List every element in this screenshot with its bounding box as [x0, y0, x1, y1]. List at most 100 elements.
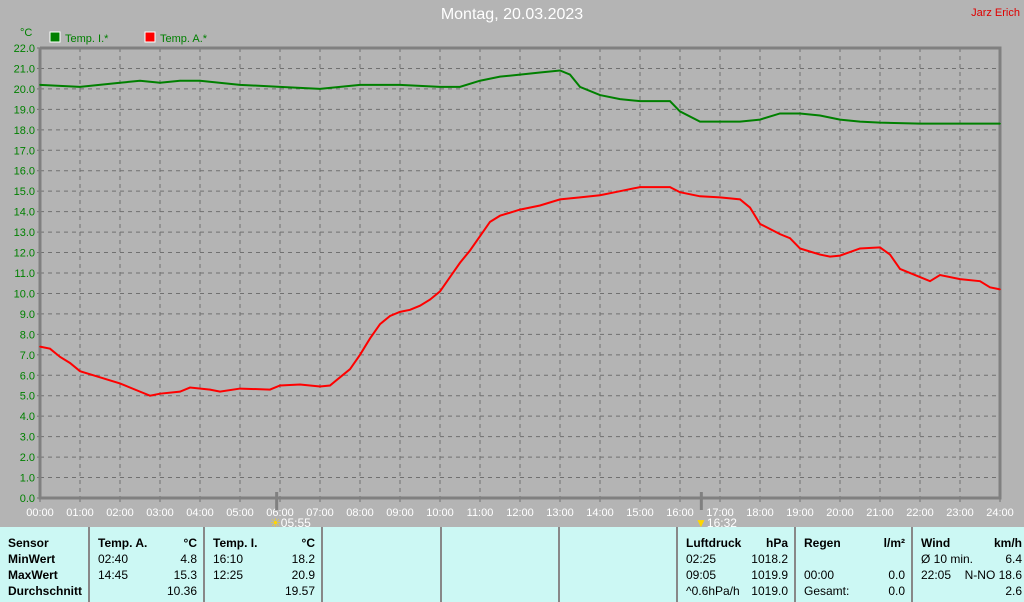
wind-header: Wind — [921, 536, 951, 550]
sunset-time: 16:32 — [706, 516, 737, 530]
data-point — [829, 255, 831, 258]
data-point — [39, 84, 41, 86]
data-point — [409, 309, 411, 311]
y-tick-label: 8.0 — [20, 329, 35, 341]
data-point — [979, 280, 981, 282]
data-point — [219, 390, 221, 393]
pressure-min-time: 02:25 — [686, 552, 717, 566]
data-point — [39, 345, 41, 348]
data-point — [79, 86, 81, 88]
sunset-marker: ▼16:32 — [695, 516, 737, 530]
rain-unit: l/m² — [883, 536, 905, 550]
y-tick-label: 19.0 — [14, 104, 35, 116]
data-point — [839, 254, 841, 257]
data-point — [879, 121, 881, 124]
data-point — [159, 81, 161, 84]
data-point — [919, 276, 921, 278]
y-tick-label: 16.0 — [14, 166, 35, 178]
data-point — [599, 194, 601, 197]
data-point — [759, 118, 761, 121]
temp-a-max: 15.3 — [173, 568, 197, 582]
rain-header: Regen — [804, 536, 841, 550]
data-point — [459, 86, 461, 88]
rain-total-label: Gesamt: — [804, 584, 850, 598]
data-point — [399, 84, 401, 86]
data-point — [889, 253, 891, 256]
pressure-max-time: 09:05 — [686, 568, 717, 582]
data-point — [439, 290, 441, 293]
data-point — [579, 196, 581, 199]
data-point — [119, 382, 121, 385]
wind-unit: km/h — [993, 536, 1022, 550]
data-point — [519, 73, 521, 76]
data-point — [779, 112, 781, 115]
temp-a-unit: °C — [183, 536, 197, 550]
temp-a-header: Temp. A. — [98, 536, 148, 550]
x-tick-label: 21:00 — [866, 507, 894, 519]
data-point — [429, 298, 431, 301]
data-point — [119, 81, 121, 84]
author-label: Jarz Erich — [971, 7, 1020, 19]
y-tick-label: 13.0 — [14, 227, 35, 239]
sensor-column: Sensor MinWert MaxWert Durchschnitt — [0, 527, 90, 602]
data-point — [239, 84, 241, 86]
temp-a-min-time: 02:40 — [98, 552, 129, 566]
data-point — [239, 387, 241, 390]
row-label-max: MaxWert — [8, 568, 58, 582]
pressure-avg: 1019.0 — [751, 584, 788, 598]
data-point — [739, 120, 741, 123]
y-tick-label: 3.0 — [20, 432, 35, 444]
data-point — [359, 84, 361, 86]
data-point — [439, 86, 441, 88]
data-point — [999, 122, 1001, 125]
wind-avg-label: Ø 10 min. — [921, 552, 974, 566]
series-line-temp-i — [39, 69, 1000, 125]
y-tick-label: 9.0 — [20, 309, 35, 321]
x-tick-label: 05:00 — [226, 507, 254, 519]
data-point — [149, 394, 151, 397]
data-point — [619, 190, 621, 192]
x-tick-label: 19:00 — [786, 507, 814, 519]
stats-panel: Sensor MinWert MaxWert Durchschnitt Temp… — [0, 527, 1024, 602]
temp-a-column: Temp. A. °C 02:40 4.8 14:45 15.3 10.36 — [90, 527, 205, 602]
data-point — [199, 79, 201, 82]
data-point — [369, 337, 371, 340]
data-point — [669, 186, 671, 188]
sun-icon: ☀ — [270, 516, 281, 530]
x-tick-label: 16:00 — [666, 507, 694, 519]
data-point — [389, 315, 391, 317]
x-tick-label: 00:00 — [26, 507, 54, 519]
x-tick-label: 03:00 — [146, 507, 174, 519]
sunrise-marker: ☀05:55 — [270, 516, 311, 530]
y-tick-label: 10.0 — [14, 288, 35, 300]
pressure-unit: hPa — [765, 536, 788, 550]
data-point — [679, 191, 681, 194]
data-point — [579, 86, 581, 88]
data-point — [419, 304, 421, 307]
data-point — [859, 120, 861, 123]
x-tick-label: 11:00 — [467, 507, 494, 519]
y-tick-label: 0.0 — [20, 493, 35, 505]
legend-label: Temp. A.* — [160, 33, 208, 45]
row-label-min: MinWert — [8, 552, 56, 566]
y-tick-label: 5.0 — [20, 391, 35, 403]
x-tick-label: 24:00 — [986, 507, 1014, 519]
data-point — [279, 86, 281, 88]
data-point — [559, 69, 561, 72]
data-point — [929, 280, 931, 282]
data-point — [49, 347, 51, 350]
rain-time: 00:00 — [804, 568, 835, 582]
y-tick-label: 11.0 — [14, 268, 35, 280]
data-point — [669, 100, 671, 102]
data-point — [79, 370, 81, 372]
x-tick-label: 01:00 — [66, 507, 94, 519]
empty-column — [442, 527, 560, 602]
y-axis-unit: °C — [20, 27, 32, 39]
pressure-column: Luftdruck hPa 02:25 1018.2 09:05 1019.9 ^0.… — [678, 527, 796, 602]
wind-mean: 2.6 — [1005, 584, 1022, 598]
rain-column: Regen l/m² 00:00 0.0 Gesamt: 0.0 — [796, 527, 913, 602]
data-point — [719, 196, 721, 199]
data-point — [519, 208, 521, 211]
empty-column — [323, 527, 442, 602]
data-point — [779, 233, 781, 235]
